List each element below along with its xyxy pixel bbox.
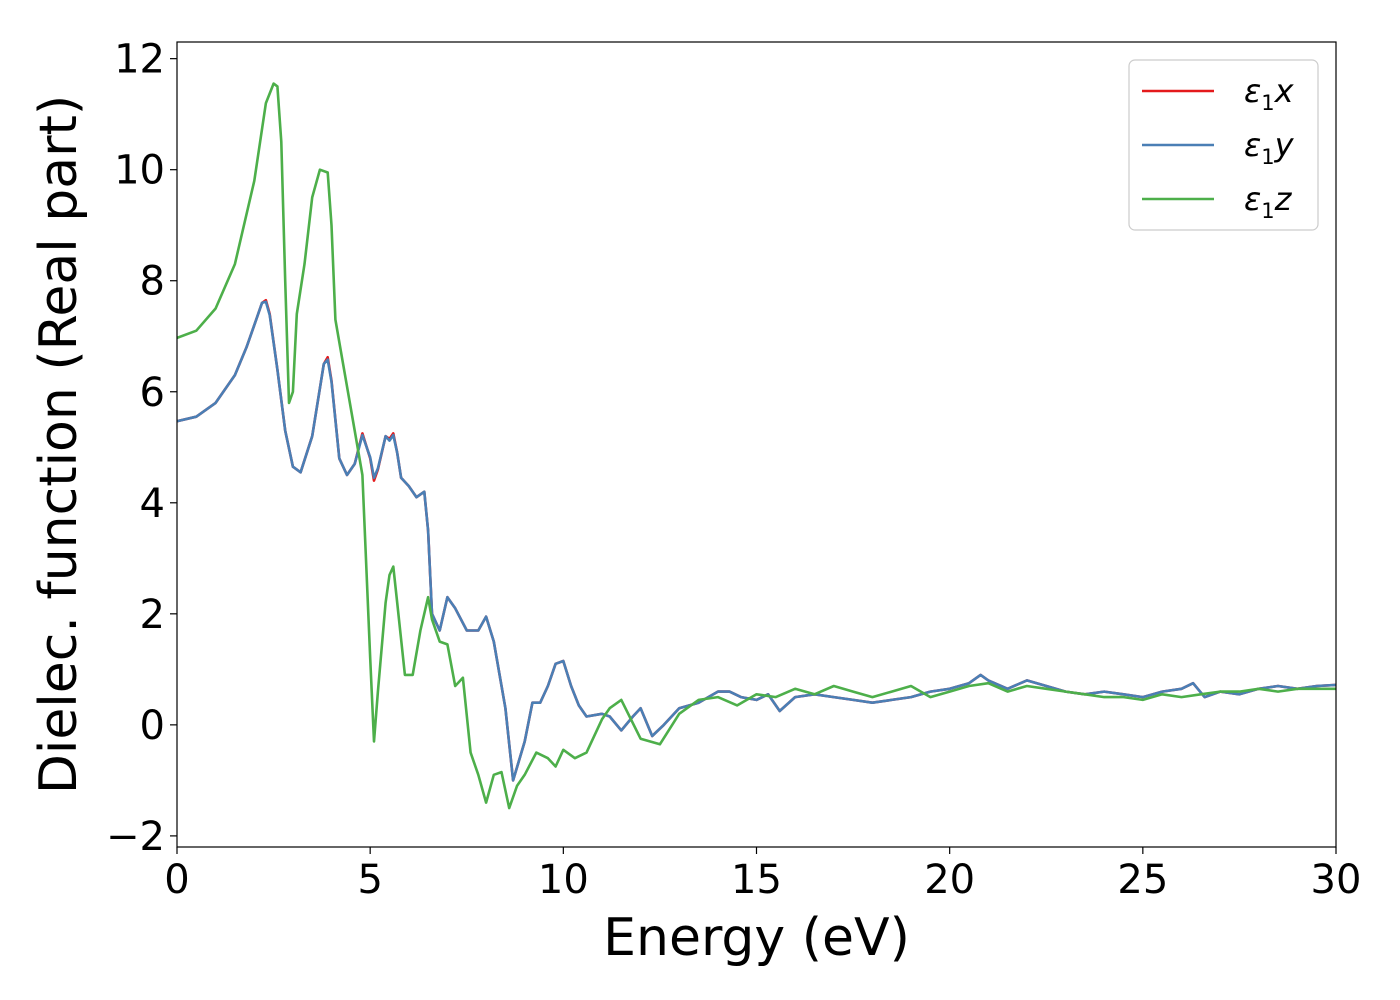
x-tick-label: 10 [538, 857, 589, 903]
x-tick-label: 30 [1311, 857, 1362, 903]
y-tick-label: 10 [114, 148, 165, 194]
y-tick-label: 0 [140, 703, 165, 749]
x-tick-label: 5 [357, 857, 382, 903]
series-line-y [177, 300, 1336, 782]
legend-label-z: ε1z [1244, 180, 1293, 223]
y-tick-label: 4 [140, 481, 165, 527]
y-tick-label: −2 [106, 814, 165, 860]
y-tick-label: 8 [140, 259, 165, 305]
x-tick-label: 0 [164, 857, 189, 903]
x-axis-title: Energy (eV) [603, 908, 910, 968]
x-tick-label: 25 [1117, 857, 1168, 903]
legend-label-y: ε1y [1244, 126, 1295, 169]
x-tick-label: 20 [924, 857, 975, 903]
y-tick-label: 6 [140, 370, 165, 416]
x-tick-label: 15 [731, 857, 782, 903]
legend: ε1x ε1y ε1z [1128, 59, 1319, 231]
y-tick-label: 2 [140, 592, 165, 638]
series-layer [177, 82, 1336, 810]
legend-label-x: ε1x [1244, 72, 1295, 115]
series-line-x [177, 298, 1336, 782]
legend-box [1128, 59, 1319, 231]
series-line-z [177, 82, 1336, 810]
y-tick-label: 12 [114, 37, 165, 83]
y-axis-title: Dielec. function (Real part) [29, 95, 89, 794]
